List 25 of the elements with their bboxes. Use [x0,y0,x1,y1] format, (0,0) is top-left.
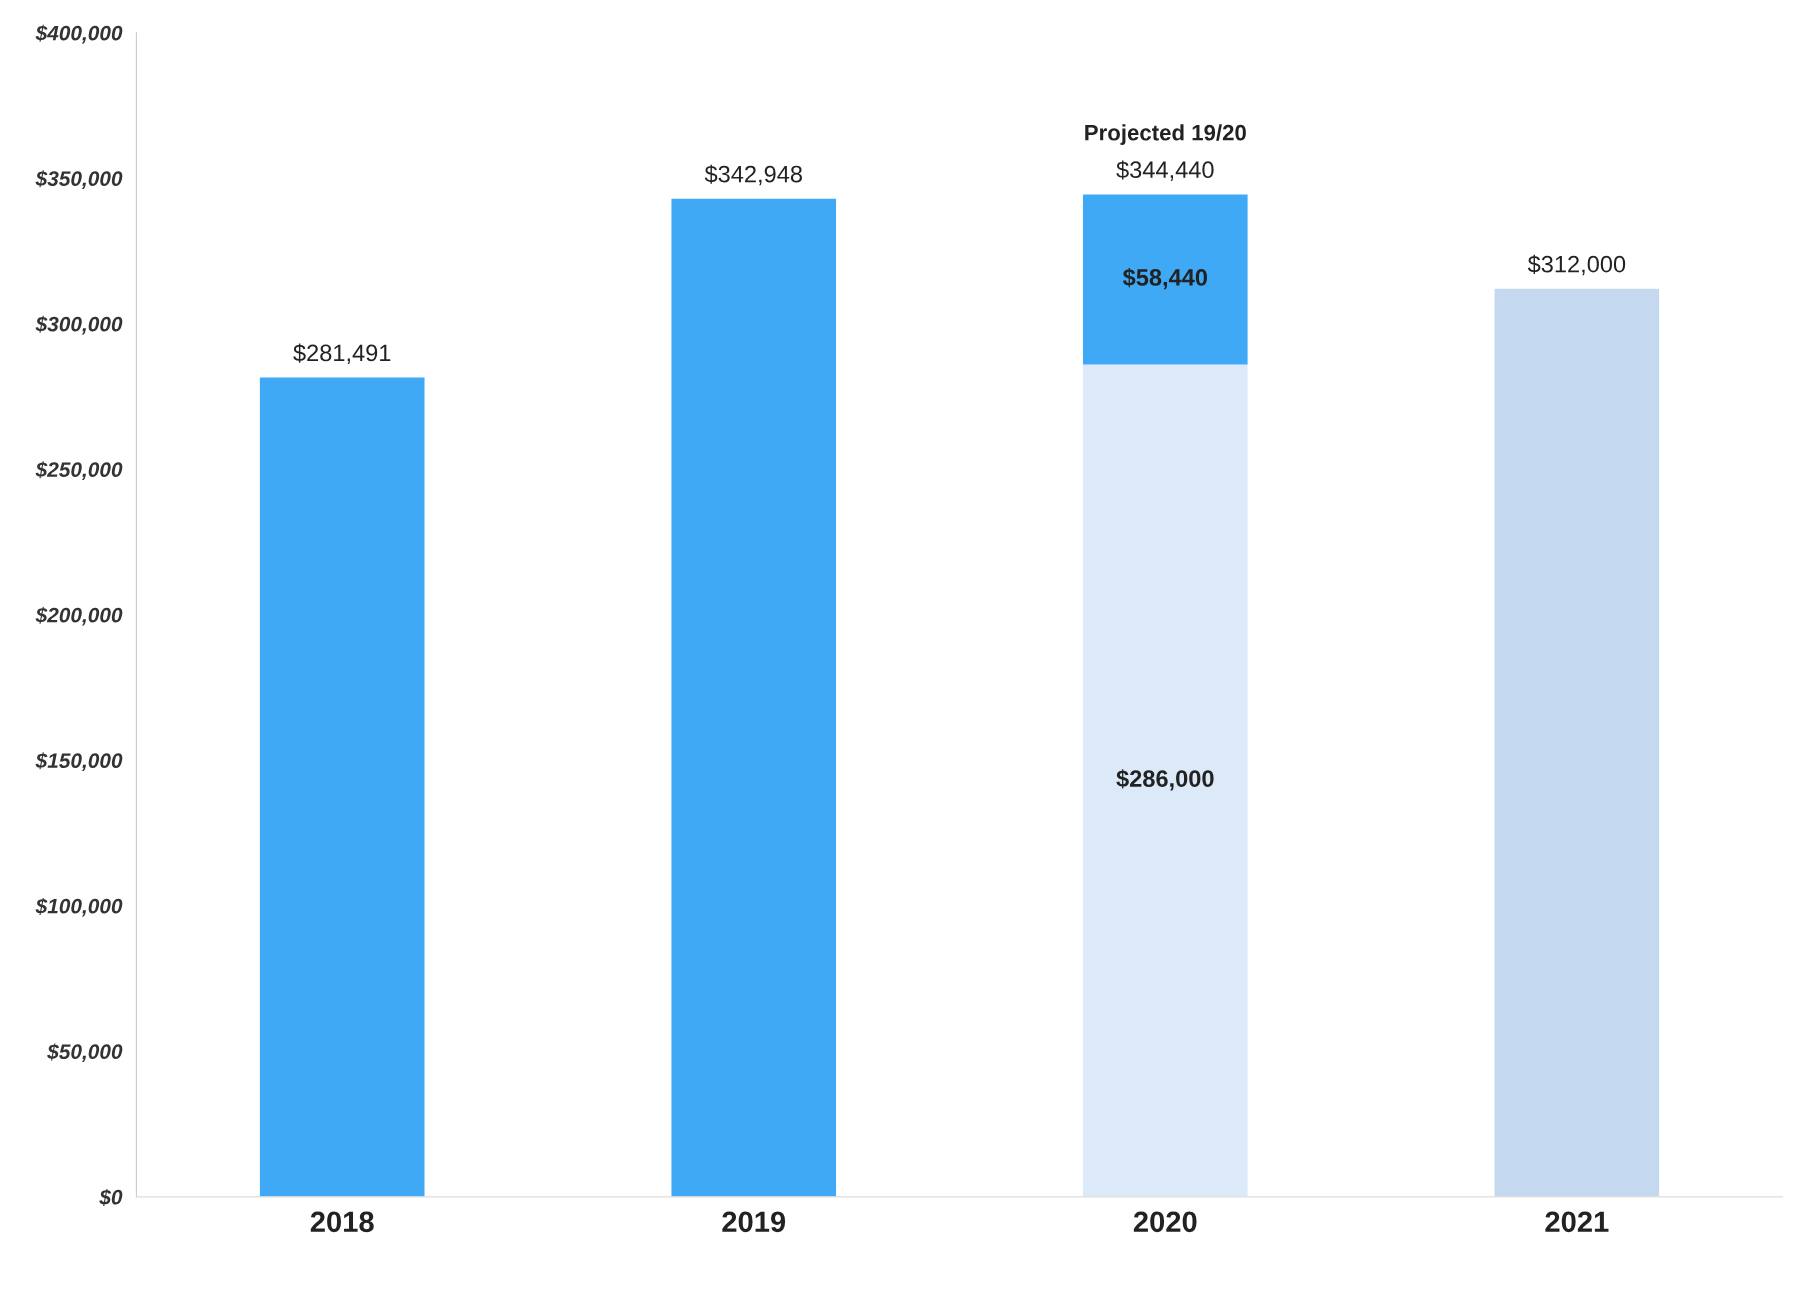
total-label: $344,440 [1116,160,1214,181]
y-tick-label: $200,000 [35,606,123,626]
x-tick-label: 2018 [310,1211,374,1233]
y-tick-label: $250,000 [35,461,123,481]
x-tick-label: 2020 [1133,1211,1197,1233]
x-tick-label: 2019 [722,1211,786,1233]
bar [1494,288,1660,1197]
data-label: $342,948 [704,164,802,186]
y-tick-label: $100,000 [35,897,123,917]
data-label: $312,000 [1527,254,1626,276]
data-label: $58,440 [1122,268,1208,290]
y-tick-label: $150,000 [35,752,123,772]
y-tick-label: $400,000 [35,24,123,44]
y-tick-label: $350,000 [35,170,123,189]
annotation: Projected 19/20 [1085,124,1246,145]
bar [1082,194,1248,365]
data-label: $286,000 [1116,769,1214,791]
data-label: $281,491 [293,343,391,365]
x-tick-label: 2021 [1545,1211,1609,1233]
y-tick-label: $0 [99,1188,123,1206]
y-tick-label: $300,000 [35,315,123,335]
bar [671,198,837,1197]
bar [259,377,425,1197]
y-tick-label: $50,000 [47,1043,123,1063]
bar [1082,364,1248,1197]
